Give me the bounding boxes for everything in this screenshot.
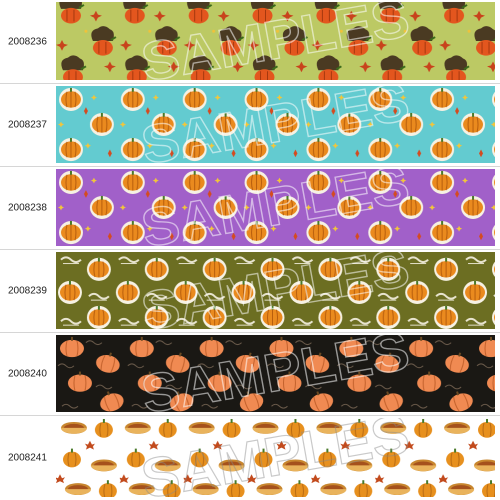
- ribbon-row-2008237[interactable]: 2008237: [0, 84, 500, 167]
- ribbon-swatch-2008239[interactable]: SAMPLES: [56, 252, 495, 329]
- ribbon-swatch-2008237[interactable]: SAMPLES: [56, 86, 495, 163]
- pumpkin-pattern-olive: [56, 252, 495, 329]
- ribbon-code: 2008237: [8, 120, 47, 131]
- ribbon-code: 2008236: [8, 36, 47, 47]
- ribbon-code: 2008240: [8, 369, 47, 380]
- pumpkin-pattern-teal: [56, 86, 495, 163]
- ribbon-code: 2008238: [8, 203, 47, 214]
- ribbon-swatch-2008238[interactable]: SAMPLES: [56, 169, 495, 246]
- pumpkin-pattern-purple: [56, 169, 495, 246]
- ribbon-code: 2008239: [8, 286, 47, 297]
- ribbon-swatch-2008240[interactable]: SAMPLES: [56, 335, 495, 412]
- pumpkin-pattern-black: [56, 335, 495, 412]
- ribbon-swatch-2008236[interactable]: SAMPLES: [56, 2, 495, 80]
- pumpkin-hat-pattern: [56, 2, 495, 80]
- ribbon-row-2008241[interactable]: 2008241: [0, 416, 500, 500]
- ribbon-row-2008239[interactable]: 2008239: [0, 250, 500, 333]
- ribbon-swatch-2008241[interactable]: SAMPLES: [56, 418, 495, 497]
- ribbon-code: 2008241: [8, 453, 47, 464]
- ribbon-row-2008236[interactable]: 2008236: [0, 0, 500, 84]
- pumpkin-pie-pattern: [56, 418, 495, 497]
- ribbon-row-2008238[interactable]: 2008238: [0, 167, 500, 250]
- ribbon-row-2008240[interactable]: 2008240: [0, 333, 500, 416]
